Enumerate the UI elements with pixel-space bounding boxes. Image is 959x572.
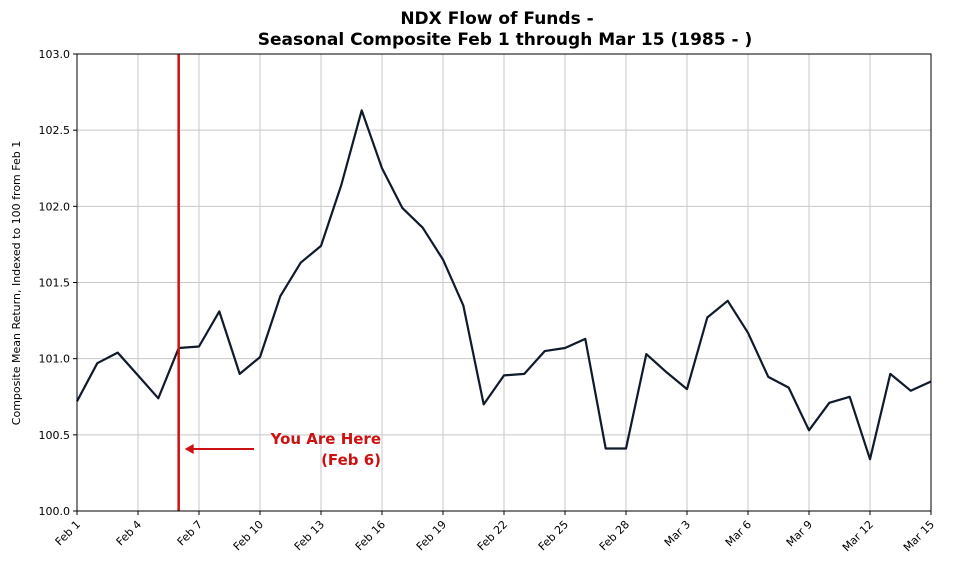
y-tick-label: 101.5 [39,277,71,290]
x-tick-label: Feb 16 [353,518,388,553]
x-tick-label: Mar 15 [901,518,937,554]
x-tick-label: Feb 13 [292,518,327,553]
x-tick-label: Feb 4 [114,518,144,548]
x-tick-label: Mar 6 [723,518,754,549]
y-tick-label: 101.0 [39,353,71,366]
y-tick-label: 100.5 [39,429,71,442]
x-tick-label: Feb 10 [231,518,266,553]
marker-arrow-head [184,444,194,454]
y-tick-label: 100.0 [39,505,71,518]
x-ticks: Feb 1 Feb 4 Feb 7 Feb 10 Feb 13 Feb 16 Feb 19 F… [53,511,937,554]
y-ticks: 100.0 100.5 101.0 101.5 102.0 102.5 103.0 [39,48,77,518]
x-tick-label: Mar 3 [662,518,693,549]
x-tick-label: Feb 25 [536,518,571,553]
x-tick-label: Feb 22 [475,518,510,553]
chart-title-line1: NDX Flow of Funds - [400,9,593,29]
y-tick-label: 102.5 [39,124,71,137]
chart-title-line2: Seasonal Composite Feb 1 through Mar 15 … [258,30,753,50]
x-tick-label: Feb 19 [414,518,449,553]
marker-label-line1: You Are Here [270,430,381,448]
y-tick-label: 102.0 [39,200,71,213]
marker-label-line2: (Feb 6) [321,451,381,469]
grid-lines [76,53,932,512]
x-tick-label: Feb 28 [597,518,632,553]
marker-layer [177,54,254,511]
x-tick-label: Feb 7 [175,518,205,548]
x-tick-label: Feb 1 [53,518,83,548]
y-axis-label: Composite Mean Return, Indexed to 100 fr… [10,141,23,425]
y-tick-label: 103.0 [39,48,71,61]
series-layer [76,109,932,461]
x-tick-label: Mar 12 [840,518,876,554]
x-tick-label: Mar 9 [784,518,815,549]
